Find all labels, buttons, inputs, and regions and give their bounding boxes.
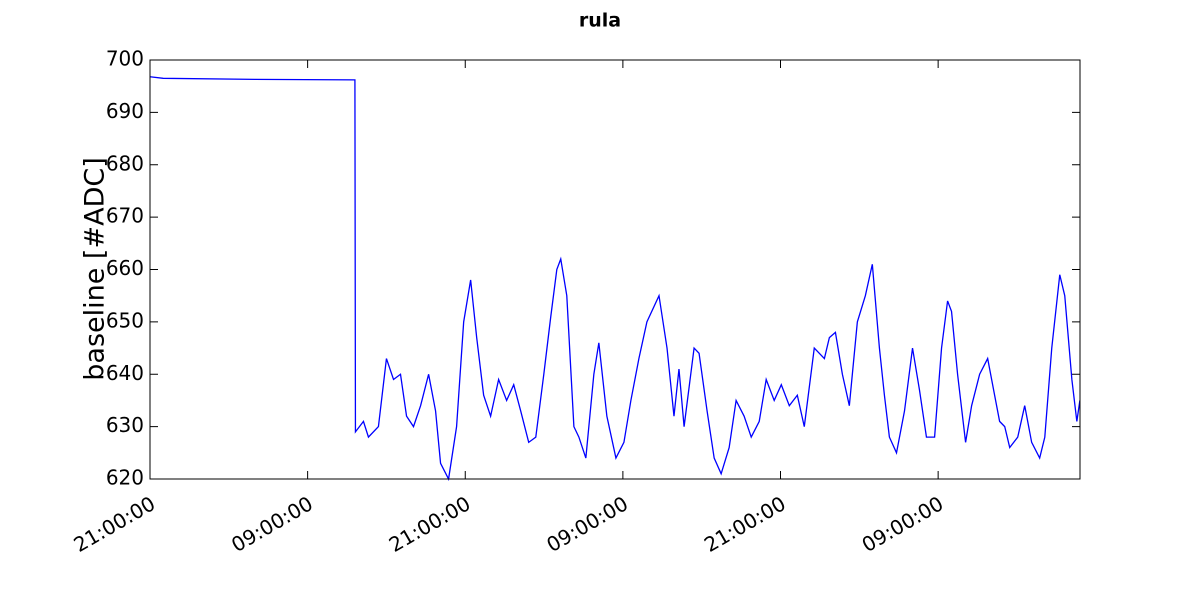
y-tick-label: 640 bbox=[106, 361, 144, 385]
plot-area bbox=[149, 76, 1081, 482]
y-tick-label: 660 bbox=[106, 256, 144, 280]
y-tick-label: 680 bbox=[106, 151, 144, 175]
y-tick-label: 670 bbox=[106, 204, 144, 228]
y-axis-label: baseline [#ADC] bbox=[80, 157, 111, 380]
data-line bbox=[149, 76, 1081, 482]
chart-title: rula bbox=[579, 10, 621, 32]
y-tick-label: 630 bbox=[106, 413, 144, 437]
y-tick-label: 690 bbox=[106, 99, 144, 123]
y-tick-label: 700 bbox=[106, 47, 144, 71]
y-tick-label: 620 bbox=[106, 466, 144, 490]
y-tick-label: 650 bbox=[106, 308, 144, 332]
